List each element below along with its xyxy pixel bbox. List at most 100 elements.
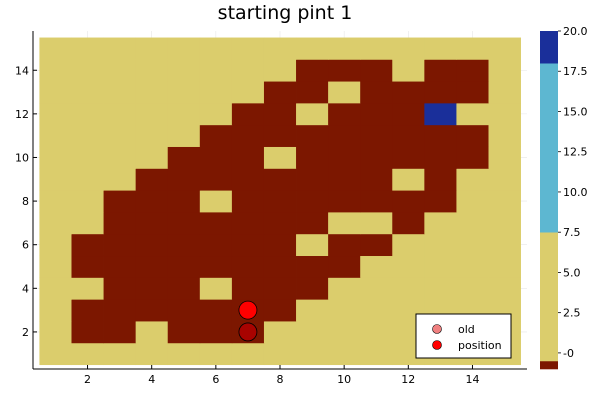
heatmap-cell <box>392 277 425 300</box>
heatmap-cell <box>231 255 265 278</box>
heatmap-cell <box>199 146 233 169</box>
heatmap-cell <box>424 124 457 147</box>
heatmap-cell <box>71 277 104 300</box>
heatmap-cell <box>39 37 72 60</box>
heatmap-cell <box>360 255 393 278</box>
legend-label: old <box>458 323 475 336</box>
heatmap-cell <box>135 342 169 366</box>
heatmap-cell <box>263 102 297 126</box>
colorbar-band <box>540 232 558 362</box>
heatmap-cell <box>103 59 137 82</box>
heatmap-cell <box>456 124 489 147</box>
heatmap-cell <box>71 211 104 235</box>
heatmap-cell <box>392 190 425 213</box>
heatmap-cell <box>488 277 521 300</box>
heatmap-cell <box>231 211 265 235</box>
heatmap-cell <box>167 211 201 235</box>
colorbar-band <box>540 360 558 370</box>
heatmap-cell <box>456 277 489 300</box>
heatmap-cell <box>135 81 169 104</box>
heatmap-cell <box>135 211 169 235</box>
heatmap-cell <box>424 81 457 104</box>
heatmap-cell <box>39 81 72 104</box>
heatmap-cell <box>456 81 489 104</box>
heatmap-cell <box>263 59 297 82</box>
heatmap-cell <box>71 342 104 366</box>
heatmap-cell <box>263 255 297 278</box>
heatmap-cell <box>39 124 72 147</box>
heatmap-cell <box>360 59 393 82</box>
heatmap-cell <box>296 299 329 322</box>
heatmap-cell <box>39 299 72 322</box>
heatmap-cell <box>135 277 169 300</box>
heatmap-cell <box>167 102 201 126</box>
colorbar-tick-label: 5.0 <box>563 266 581 279</box>
heatmap-cell <box>263 37 297 60</box>
heatmap-cell <box>135 59 169 82</box>
heatmap-cell <box>392 233 425 257</box>
colorbar-tick-label: 12.5 <box>563 146 588 159</box>
heatmap-cell <box>167 168 201 191</box>
heatmap-cell <box>456 59 489 82</box>
heatmap-cell <box>456 255 489 278</box>
heatmap-cell <box>135 233 169 257</box>
heatmap-cell <box>263 168 297 191</box>
heatmap-cell <box>167 190 201 213</box>
legend: old position <box>415 313 512 359</box>
heatmap-cell <box>231 102 265 126</box>
heatmap-cell <box>488 37 521 60</box>
heatmap-cell <box>328 102 361 126</box>
heatmap-cell <box>167 81 201 104</box>
x-tick-label: 4 <box>148 373 155 386</box>
heatmap-cell <box>103 37 137 60</box>
heatmap-cell <box>456 211 489 235</box>
legend-box <box>415 313 512 359</box>
heatmap-cell <box>167 277 201 300</box>
heatmap-cell <box>328 211 361 235</box>
heatmap-cell <box>263 321 297 344</box>
heatmap-cell <box>231 190 265 213</box>
heatmap-cell <box>39 168 72 191</box>
heatmap-cell <box>328 168 361 191</box>
heatmap-cell <box>456 168 489 191</box>
heatmap-cell <box>360 146 393 169</box>
heatmap-cell <box>424 59 457 82</box>
heatmap-cell <box>39 342 72 366</box>
y-tick-label: 10 <box>15 151 29 164</box>
heatmap-cell <box>39 211 72 235</box>
heatmap-cell <box>167 255 201 278</box>
y-tick-label: 14 <box>15 64 29 77</box>
heatmap-cell <box>231 146 265 169</box>
heatmap-cell <box>488 190 521 213</box>
heatmap-cell <box>328 233 361 257</box>
heatmap-cell <box>199 59 233 82</box>
heatmap-cell <box>328 190 361 213</box>
heatmap-cell <box>424 102 457 126</box>
heatmap-cell <box>199 255 233 278</box>
x-tick-label: 14 <box>465 373 479 386</box>
heatmap-cell <box>103 124 137 147</box>
heatmap-cell <box>360 124 393 147</box>
heatmap-cell <box>392 255 425 278</box>
heatmap-cell <box>424 37 457 60</box>
heatmap-cell <box>71 146 104 169</box>
heatmap-cell <box>39 277 72 300</box>
heatmap-cell <box>296 321 329 344</box>
heatmap-cell <box>360 321 393 344</box>
position-legend-marker <box>432 340 442 350</box>
heatmap-cell <box>231 168 265 191</box>
heatmap-cell <box>488 102 521 126</box>
heatmap-cell <box>71 255 104 278</box>
heatmap-cell <box>296 233 329 257</box>
heatmap-cell <box>199 190 233 213</box>
heatmap-cell <box>263 146 297 169</box>
colorbar-tick-label: -0 <box>563 347 574 360</box>
heatmap-cell <box>263 190 297 213</box>
heatmap-cell <box>71 233 104 257</box>
heatmap-cell <box>392 168 425 191</box>
heatmap-cell <box>199 277 233 300</box>
heatmap-cell <box>263 81 297 104</box>
heatmap-cell <box>231 81 265 104</box>
heatmap-cell <box>328 299 361 322</box>
